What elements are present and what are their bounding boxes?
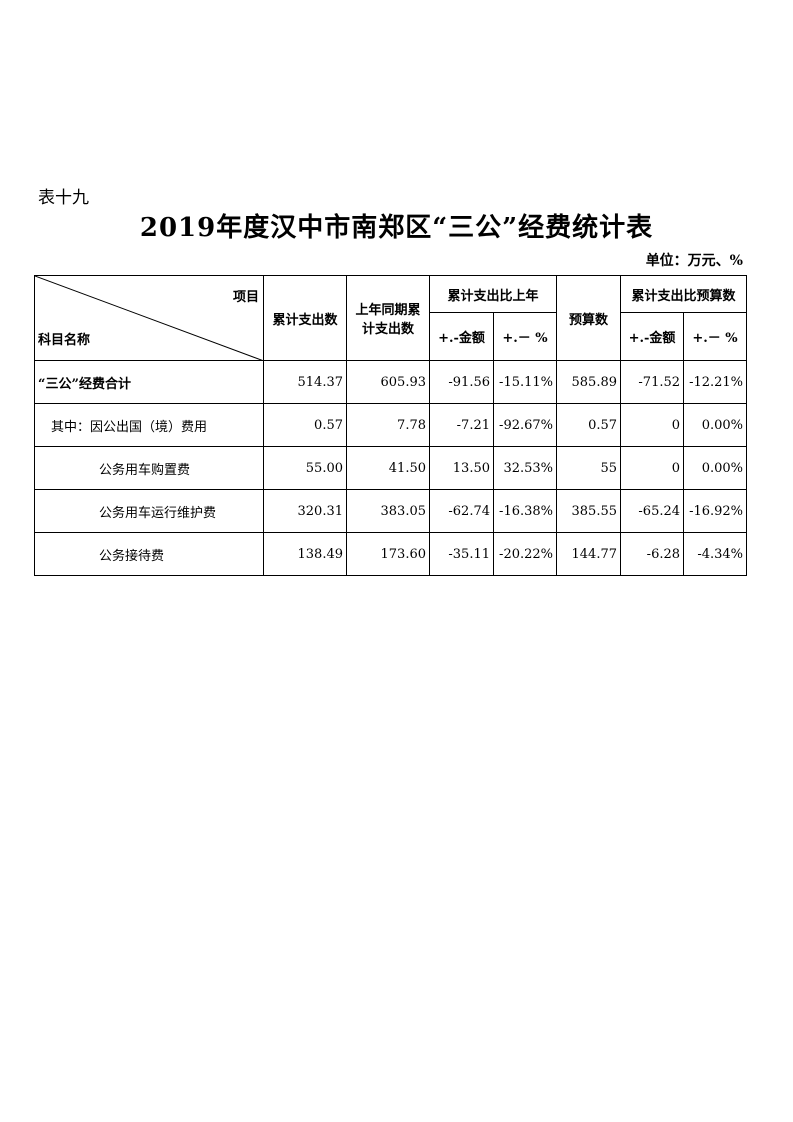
cell: -16.38%: [492, 489, 558, 533]
row-name: 公务用车购置费: [34, 446, 264, 490]
diagonal-header-cell: 项目 科目名称: [34, 275, 264, 361]
cell: 13.50: [429, 446, 494, 490]
cell: -7.21: [429, 403, 494, 447]
cell: 383.05: [346, 489, 430, 533]
cell: 0.57: [556, 403, 622, 447]
row-name: 其中：因公出国（境）费用: [34, 403, 264, 447]
cell: 605.93: [346, 360, 430, 404]
cell: -65.24: [620, 489, 685, 533]
cell: 385.55: [556, 489, 622, 533]
expense-table: 项目 科目名称 累计支出数 上年同期累计支出数 累计支出比上年 预算数 累计支出…: [34, 275, 748, 576]
subject-header: 科目名称: [38, 333, 91, 348]
cell: 55.00: [263, 446, 347, 490]
row-name: “三公”经费合计: [34, 360, 264, 404]
cell: 0: [620, 446, 685, 490]
row-name: 公务接待费: [34, 532, 264, 576]
cell: -6.28: [620, 532, 685, 576]
table-row: “三公”经费合计 514.37 605.93 -91.56 -15.11% 58…: [34, 360, 748, 404]
table-row: 公务接待费 138.49 173.60 -35.11 -20.22% 144.7…: [34, 532, 748, 576]
cell: 0.00%: [683, 403, 748, 447]
table-label: 表十九: [38, 188, 89, 208]
row-name: 公务用车运行维护费: [34, 489, 264, 533]
cell: 138.49: [263, 532, 347, 576]
table-row: 公务用车运行维护费 320.31 383.05 -62.74 -16.38% 3…: [34, 489, 748, 533]
cell: 32.53%: [492, 446, 558, 490]
page-title: 2019年度汉中市南郑区“三公”经费统计表: [139, 213, 654, 243]
budget-header: 预算数: [556, 275, 622, 361]
amount-header: +.-金额: [429, 312, 494, 361]
cell: 7.78: [346, 403, 430, 447]
cell: 173.60: [346, 532, 430, 576]
cell: 320.31: [263, 489, 347, 533]
cell: 55: [556, 446, 622, 490]
vs-budget-header: 累计支出比预算数: [620, 275, 748, 313]
cell: -35.11: [429, 532, 494, 576]
cell: -62.74: [429, 489, 494, 533]
cell: -16.92%: [683, 489, 748, 533]
percent-header: +.－ %: [683, 312, 748, 361]
cell: -12.21%: [683, 360, 748, 404]
cell: 514.37: [263, 360, 347, 404]
cell: -20.22%: [492, 532, 558, 576]
item-header: 项目: [232, 290, 259, 305]
vs-last-year-header: 累计支出比上年: [428, 275, 558, 313]
cell: 0.57: [263, 403, 347, 447]
cell: -92.67%: [492, 403, 558, 447]
cell: -4.34%: [683, 532, 748, 576]
last-year-header: 上年同期累计支出数: [346, 275, 430, 361]
cell: 0: [620, 403, 685, 447]
cell: 144.77: [556, 532, 622, 576]
diagonal-line: [35, 276, 264, 361]
table-row: 其中：因公出国（境）费用 0.57 7.78 -7.21 -92.67% 0.5…: [34, 403, 748, 447]
cell: 585.89: [556, 360, 622, 404]
cell: -71.52: [620, 360, 685, 404]
unit-label: 单位：万元、%: [645, 253, 743, 269]
cell: 41.50: [346, 446, 430, 490]
cumulative-header: 累计支出数: [263, 275, 347, 361]
cell: -91.56: [429, 360, 494, 404]
amount-header: +.-金额: [620, 312, 685, 361]
cell: -15.11%: [492, 360, 558, 404]
cell: 0.00%: [683, 446, 748, 490]
table-row: 公务用车购置费 55.00 41.50 13.50 32.53% 55 0 0.…: [34, 446, 748, 490]
percent-header: +.－ %: [492, 312, 558, 361]
